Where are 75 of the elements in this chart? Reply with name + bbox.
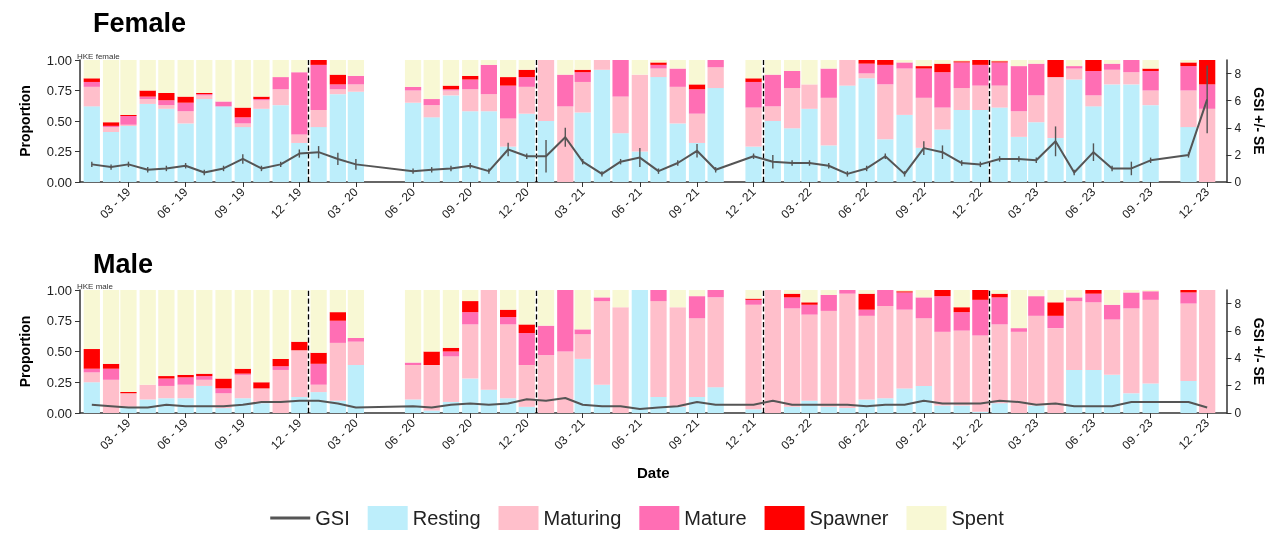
x-axis-title: Date: [636, 464, 670, 481]
x-tick-label: 06 - 21: [608, 415, 646, 453]
y-tick-label: 1.00: [46, 282, 72, 298]
y-tick-label: 1.00: [46, 52, 72, 68]
y-tick-label: 0.50: [46, 113, 72, 129]
y2-axis-title: GSI +/- SE: [1251, 87, 1267, 155]
x-tick-label: 06 - 20: [381, 415, 419, 453]
x-tick-label: 06 - 22: [835, 184, 872, 222]
chart-subtitle: HKE male: [77, 281, 114, 291]
x-tick-label: 03 - 22: [778, 184, 815, 222]
x-tick-label: 09 - 22: [892, 184, 929, 222]
x-tick-label: 03 - 23: [1004, 415, 1042, 453]
y-tick-label: 0.00: [46, 174, 72, 190]
legend-label: Spent: [951, 507, 1005, 529]
x-tick-label: 12 - 19: [268, 415, 305, 453]
y2-tick-label: 8: [1234, 296, 1242, 311]
y2-tick-label: 4: [1234, 120, 1242, 135]
x-tick-label: 03 - 19: [97, 184, 134, 222]
legend-label: Maturing: [543, 507, 622, 529]
x-tick-label: 06 - 20: [381, 184, 419, 222]
x-tick-label: 03 - 21: [551, 184, 588, 222]
y-tick-label: 0.75: [46, 83, 72, 98]
y2-tick-label: 2: [1234, 378, 1242, 393]
legend-label: Mature: [684, 507, 747, 529]
y-axis-title: Proportion: [17, 85, 33, 157]
y-tick-label: 0.25: [46, 374, 72, 390]
y-tick-label: 0.75: [46, 313, 72, 329]
x-tick-label: 09 - 20: [438, 184, 476, 222]
x-tick-label: 12 - 23: [1175, 184, 1213, 222]
x-tick-label: 12 - 20: [495, 184, 532, 222]
x-tick-label: 03 - 21: [551, 415, 588, 453]
x-tick-label: 03 - 19: [97, 415, 134, 453]
x-tick-label: 12 - 21: [722, 184, 759, 222]
x-tick-label: 06 - 19: [154, 415, 191, 453]
x-tick-label: 06 - 23: [1062, 415, 1099, 453]
x-tick-label: 09 - 19: [211, 415, 248, 453]
legend-label: Spawner: [809, 507, 889, 529]
y2-tick-label: 2: [1234, 147, 1242, 162]
chart-title: Male: [93, 248, 154, 279]
y2-tick-label: 6: [1234, 93, 1242, 108]
y2-tick-label: 8: [1234, 66, 1242, 81]
y-tick-label: 0.25: [46, 144, 72, 159]
x-tick-label: 12 - 23: [1175, 415, 1213, 453]
y2-axis-title: GSI +/- SE: [1251, 317, 1267, 386]
chart-subtitle: HKE female: [77, 51, 121, 61]
y-tick-label: 0.50: [46, 344, 72, 359]
x-tick-label: 03 - 20: [324, 415, 362, 453]
legend-label: GSI: [315, 507, 350, 529]
x-tick-label: 06 - 21: [608, 184, 646, 222]
chart-title: Female: [93, 7, 187, 38]
x-tick-label: 12 - 22: [949, 415, 986, 453]
x-tick-label: 09 - 20: [438, 415, 476, 453]
x-tick-label: 03 - 23: [1004, 184, 1042, 222]
legend-label: Resting: [412, 507, 481, 529]
y2-tick-label: 6: [1234, 324, 1242, 338]
x-tick-label: 09 - 23: [1119, 184, 1156, 222]
x-tick-label: 09 - 21: [665, 184, 703, 222]
y-tick-label: 0.00: [46, 405, 72, 421]
x-tick-label: 09 - 22: [892, 415, 929, 453]
x-tick-label: 09 - 23: [1119, 415, 1156, 453]
x-tick-label: 06 - 19: [154, 184, 191, 222]
x-tick-label: 03 - 20: [324, 184, 362, 222]
x-tick-label: 09 - 21: [665, 415, 703, 453]
x-tick-label: 12 - 22: [949, 184, 986, 222]
x-tick-label: 06 - 22: [835, 415, 872, 453]
y2-tick-label: 0: [1234, 406, 1242, 420]
x-tick-label: 12 - 21: [722, 415, 759, 453]
y2-tick-label: 0: [1234, 175, 1242, 189]
y-axis-title: Proportion: [17, 315, 33, 388]
y2-tick-label: 4: [1234, 351, 1242, 366]
x-tick-label: 06 - 23: [1062, 184, 1099, 222]
x-tick-label: 12 - 20: [495, 415, 532, 453]
x-tick-label: 12 - 19: [268, 184, 305, 222]
x-tick-label: 03 - 22: [778, 415, 815, 453]
x-tick-label: 09 - 19: [211, 184, 248, 222]
